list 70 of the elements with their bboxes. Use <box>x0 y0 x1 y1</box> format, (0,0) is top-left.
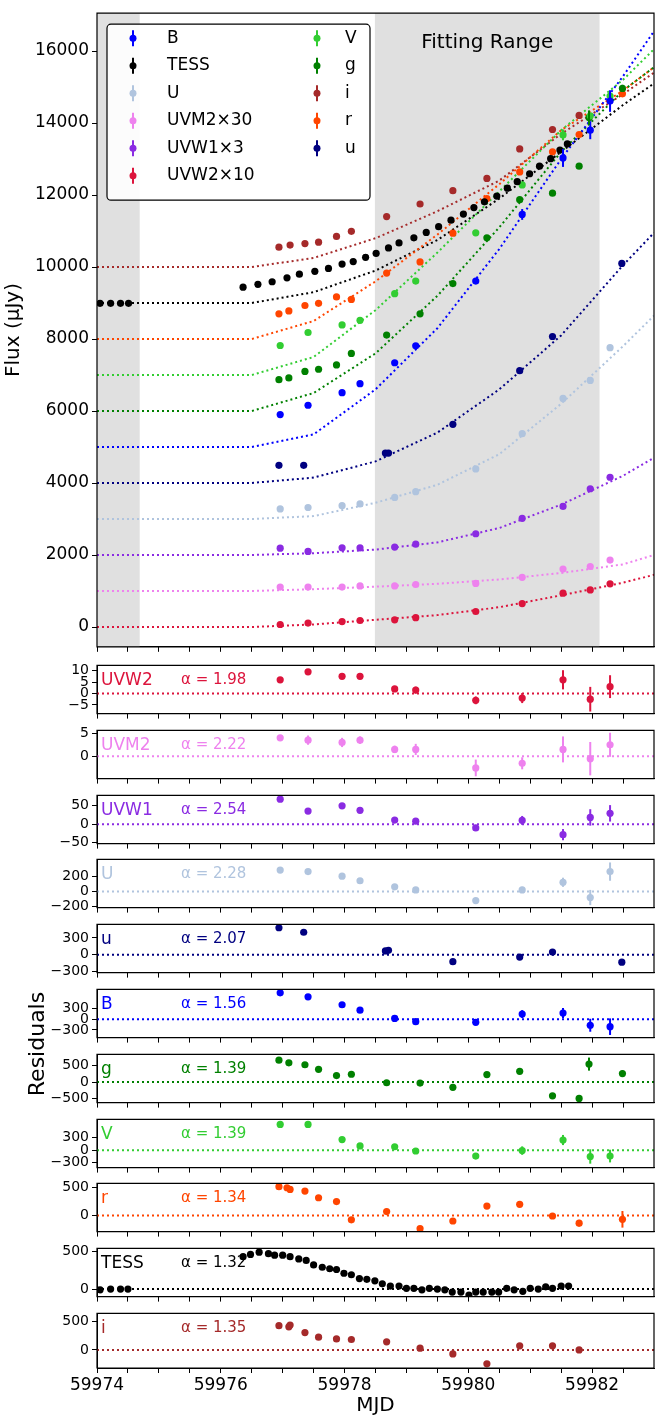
y-tick-label: 6000 <box>45 399 89 420</box>
y-tick-label: 0 <box>80 814 89 831</box>
y-tick-label: −500 <box>50 1089 89 1106</box>
legend-label: UVW1×3 <box>167 136 244 157</box>
legend-label: g <box>345 54 356 75</box>
y-tick-label: 0 <box>80 746 89 763</box>
y-axis-title: Residuals <box>23 991 49 1097</box>
annotation: α = 1.35 <box>181 1318 247 1337</box>
annotation: α = 1.98 <box>181 670 247 689</box>
y-tick-label: 500 <box>62 1056 89 1073</box>
annotation: α = 2.22 <box>181 735 247 754</box>
y-tick-label: 0 <box>80 1340 89 1357</box>
legend-label: u <box>345 136 356 157</box>
y-tick-label: 0 <box>80 1279 89 1296</box>
annotation: α = 1.34 <box>181 1188 247 1207</box>
legend-label: B <box>167 26 179 47</box>
y-tick-label: −300 <box>50 962 89 979</box>
x-tick-label: 59978 <box>317 1373 372 1394</box>
y-tick-label: 500 <box>62 1311 89 1328</box>
annotation: α = 2.28 <box>181 864 247 883</box>
legend-label: UVM2×30 <box>167 109 253 130</box>
legend-label: r <box>345 109 352 130</box>
annotation: i <box>101 1316 106 1337</box>
annotation: α = 2.07 <box>181 929 247 948</box>
x-tick-label: 59982 <box>565 1373 620 1394</box>
legend-label: TESS <box>166 54 210 75</box>
y-tick-label: 16000 <box>34 39 89 60</box>
annotation: UVM2 <box>101 733 151 754</box>
band-label: Fitting Range <box>421 29 554 54</box>
legend-label: UVW2×10 <box>167 164 255 185</box>
annotation: g <box>101 1057 112 1078</box>
x-tick-label: 59976 <box>193 1373 248 1394</box>
x-axis-title: MJD <box>356 1392 395 1417</box>
annotation: V <box>101 1122 113 1143</box>
y-tick-label: 300 <box>62 928 89 945</box>
y-tick-label: −50 <box>59 833 89 850</box>
y-tick-label: 12000 <box>34 183 89 204</box>
annotation: UVW2 <box>101 668 153 689</box>
y-tick-label: 0 <box>80 1206 89 1223</box>
y-tick-label: 0 <box>80 1072 89 1089</box>
y-tick-label: 500 <box>62 1178 89 1195</box>
y-tick-label: −200 <box>50 897 89 914</box>
y-tick-label: 2000 <box>45 543 89 564</box>
y-tick-label: 50 <box>71 796 89 813</box>
legend-label: V <box>345 26 357 47</box>
y-tick-label: 5 <box>80 723 89 740</box>
x-tick-label: 59974 <box>69 1373 125 1394</box>
annotation: B <box>101 992 113 1013</box>
annotation: α = 1.56 <box>181 994 247 1013</box>
y-tick-label: 200 <box>62 866 89 883</box>
legend-label: U <box>167 81 180 102</box>
annotation: r <box>101 1186 108 1207</box>
x-tick-label: 59980 <box>441 1373 496 1394</box>
y-tick-label: 0 <box>80 882 89 899</box>
y-tick-label: 0 <box>80 945 89 962</box>
annotation: U <box>101 862 114 883</box>
annotation: α = 1.39 <box>181 1059 247 1078</box>
annotation: α = 1.39 <box>181 1124 247 1143</box>
annotation: α = 2.54 <box>181 800 247 819</box>
legend-label: i <box>345 81 350 102</box>
y-tick-label: 4000 <box>45 471 89 492</box>
annotation: TESS <box>100 1251 144 1272</box>
y-tick-label: 8000 <box>45 327 89 348</box>
annotation: UVW1 <box>101 798 153 819</box>
y-tick-label: 0 <box>78 615 89 636</box>
y-tick-label: 10000 <box>34 255 89 276</box>
y-tick-label: 500 <box>62 1242 89 1259</box>
annotation: u <box>101 927 112 948</box>
y-tick-label: 14000 <box>34 111 89 132</box>
y-axis-title: Flux (μJy) <box>0 283 25 377</box>
